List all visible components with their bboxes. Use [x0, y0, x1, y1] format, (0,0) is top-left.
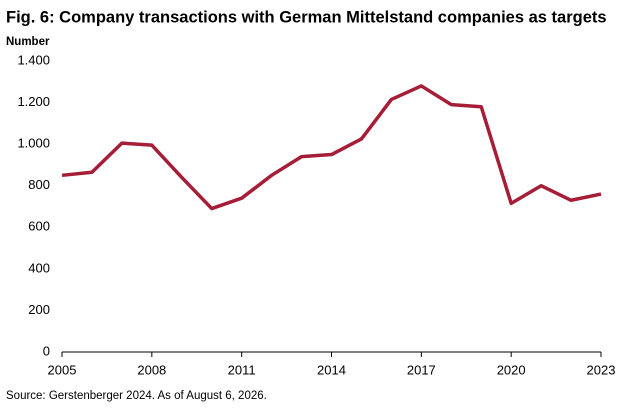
- x-tick-label: 2005: [48, 362, 77, 377]
- data-line: [61, 84, 602, 211]
- y-tick-label: 1.000: [17, 136, 50, 151]
- y-tick-label: 600: [28, 219, 50, 234]
- y-tick-label: 0: [43, 343, 50, 358]
- y-tick-label: 200: [28, 302, 50, 317]
- x-tick-label: 2023: [587, 362, 616, 377]
- chart-title: Fig. 6: Company transactions with German…: [6, 8, 607, 26]
- source-note: Source: Gerstenberger 2024. As of August…: [6, 390, 267, 402]
- y-tick-label: 1.400: [17, 52, 50, 67]
- x-tick-label: 2008: [137, 362, 166, 377]
- x-tick-label: 2017: [407, 362, 436, 377]
- y-tick-label: 400: [28, 260, 50, 275]
- x-tick-label: 2020: [497, 362, 526, 377]
- y-tick-label: 800: [28, 177, 50, 192]
- x-tick-label: 2011: [228, 362, 256, 377]
- y-axis-label: Number: [6, 36, 50, 48]
- x-tick-label: 2014: [317, 362, 346, 377]
- y-tick-label: 1.200: [17, 94, 50, 109]
